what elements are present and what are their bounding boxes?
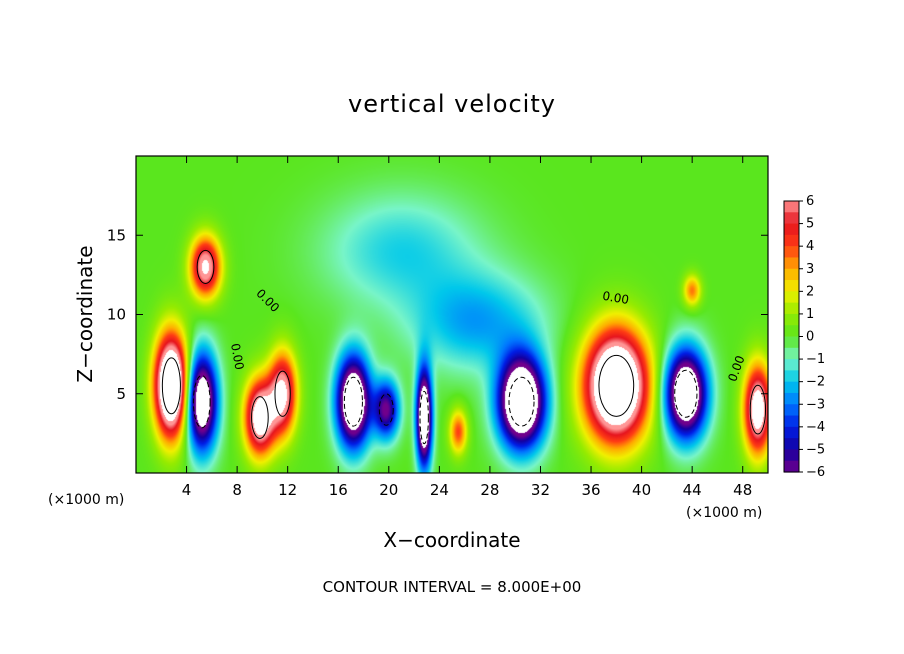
colorbar-swatch (784, 223, 799, 236)
colorbar-swatch (784, 257, 799, 270)
x-tick-label: 32 (531, 481, 550, 499)
colorbar-swatch (784, 460, 799, 473)
colorbar-tick-label: −4 (806, 420, 825, 435)
contour-line (419, 390, 429, 445)
x-tick-label: 4 (182, 481, 192, 499)
colorbar-tick-label: 0 (806, 330, 814, 345)
colorbar-tick-label: −1 (806, 352, 825, 367)
colorbar-swatch (784, 268, 799, 281)
y-tick-label: 5 (116, 385, 126, 403)
velocity-field (136, 156, 768, 473)
contour-line (251, 396, 269, 439)
zero-contour-label: 0.00 (228, 342, 246, 371)
contour-line (378, 393, 394, 426)
x-tick-label: 44 (683, 481, 702, 499)
colorbar-swatch (784, 302, 799, 315)
colorbar-swatch (784, 313, 799, 326)
colorbar-swatch (784, 404, 799, 417)
contour-line (196, 249, 215, 285)
x-tick-label: 28 (480, 481, 499, 499)
contour-lines (161, 249, 767, 445)
colorbar-swatch (784, 246, 799, 259)
colorbar-swatch (784, 426, 799, 439)
colorbar-tick-label: 4 (806, 239, 814, 254)
colorbar-tick-label: −6 (806, 465, 825, 480)
contour-line (274, 370, 291, 417)
colorbar-tick-label: 6 (806, 194, 814, 209)
colorbar-swatch (784, 449, 799, 462)
colorbar-tick-label: 3 (806, 262, 814, 277)
x-tick-label: 8 (232, 481, 242, 499)
colorbar-tick-label: 5 (806, 217, 814, 232)
x-tick-label: 24 (430, 481, 449, 499)
colorbar-swatch (784, 359, 799, 371)
chart-title: vertical velocity (348, 90, 556, 118)
contour-interval-note: CONTOUR INTERVAL = 8.000E+00 (323, 578, 582, 596)
contour-line (192, 375, 211, 429)
contour-line (749, 384, 767, 435)
x-axis-label: X−coordinate (383, 528, 520, 552)
x-unit-left: (×1000 m) (48, 492, 124, 508)
contour-line (674, 369, 698, 418)
colorbar-swatch (784, 370, 799, 383)
colorbar-swatch (784, 325, 799, 338)
colorbar-swatch (784, 234, 799, 247)
colorbar-swatch (784, 347, 799, 360)
x-tick-label: 12 (278, 481, 297, 499)
x-tick-label: 20 (379, 481, 398, 499)
colorbar-tick-label: −5 (806, 442, 825, 457)
colorbar-swatch (784, 381, 799, 394)
contour-line (598, 354, 635, 417)
x-axis-ticks: 4 8 12 16 20 24 28 32 36 40 44 48 (182, 156, 752, 499)
contour-line (161, 357, 181, 415)
colorbar-tick-label: −3 (806, 397, 825, 412)
y-axis-ticks: 5 10 15 (107, 226, 768, 403)
x-tick-label: 16 (329, 481, 348, 499)
colorbar-tick-label: −2 (806, 375, 825, 390)
contour-line (343, 376, 363, 427)
colorbar-swatch (784, 336, 799, 349)
colorbar-swatch (784, 212, 799, 225)
colorbar-swatch (784, 392, 799, 405)
colorbar-swatch (784, 438, 799, 451)
colorbar-swatch (784, 415, 799, 428)
colorbar-swatch (784, 201, 799, 213)
y-tick-label: 10 (107, 306, 126, 324)
colorbar-tick-label: 1 (806, 307, 814, 322)
colorbar-ticks: 6 5 4 3 2 1 0 −1 −2 −3 −4 −5 −6 (799, 194, 825, 480)
zero-contour-label: 0.00 (601, 289, 630, 307)
y-tick-label: 15 (107, 226, 126, 244)
contour-line (508, 376, 535, 427)
y-axis-label: Z−coordinate (73, 245, 97, 382)
x-tick-label: 48 (733, 481, 752, 499)
x-tick-label: 36 (581, 481, 600, 499)
colorbar (784, 201, 799, 473)
x-tick-label: 40 (632, 481, 651, 499)
colorbar-swatch (784, 291, 799, 304)
colorbar-tick-label: 2 (806, 284, 814, 299)
x-unit-right: (×1000 m) (686, 505, 762, 521)
colorbar-swatch (784, 280, 799, 292)
